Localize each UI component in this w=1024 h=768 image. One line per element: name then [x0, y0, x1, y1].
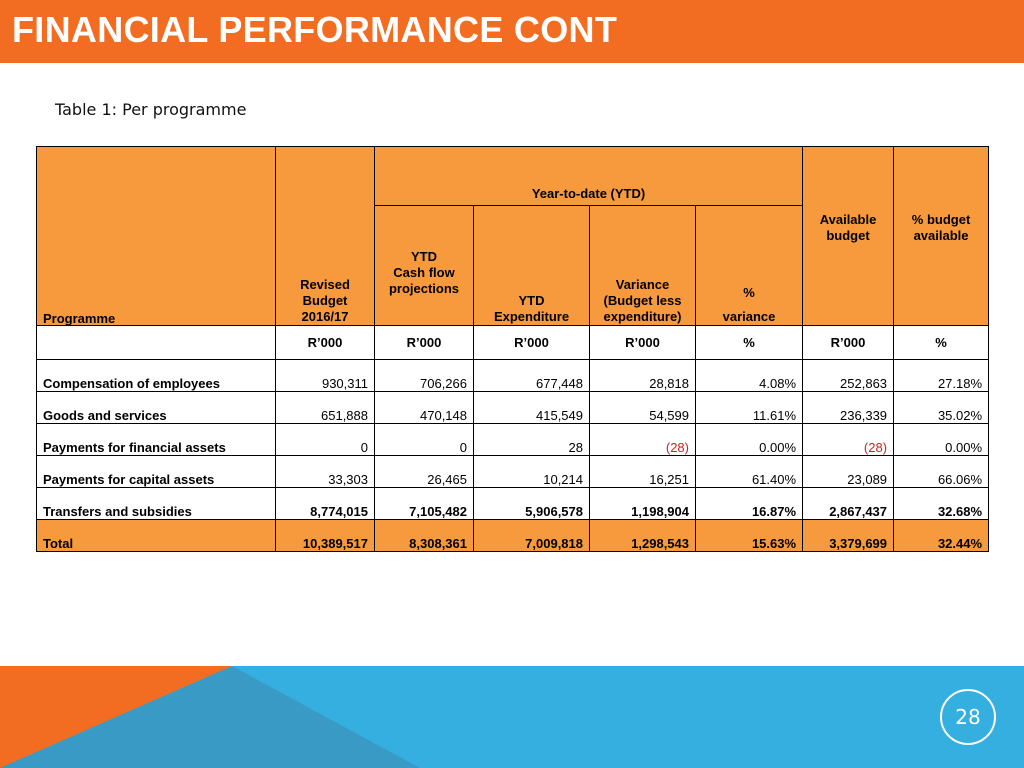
pct-variance-cell: 61.40%	[694, 455, 804, 488]
ytd-cash-flow-cell: 7,105,482	[374, 487, 474, 520]
revised-budget-cell: 651,888	[275, 391, 375, 424]
available-budget-cell: 23,089	[802, 455, 895, 488]
variance-cell: 16,251	[589, 455, 696, 488]
revised-budget-cell: 8,774,015	[275, 487, 375, 520]
footer-shade-shape	[0, 666, 420, 768]
ytd-cash-flow-cell: 470,148	[374, 391, 474, 424]
unit-cell: R’000	[275, 325, 375, 360]
table-row: Goods and services 651,888 470,148 415,5…	[36, 391, 990, 424]
ytd-cash-flow-cell: 706,266	[374, 359, 474, 392]
header-text: Expenditure	[493, 309, 570, 324]
programme-cell: Payments for capital assets	[36, 455, 276, 488]
programme-cell: Compensation of employees	[36, 359, 276, 392]
ytd-expenditure-cell: 10,214	[473, 455, 590, 488]
header-ytd-cash-flow: YTD Cash flow projections	[374, 205, 474, 326]
header-text: Cash flow	[393, 264, 455, 280]
total-row: Total 10,389,517 8,308,361 7,009,818 1,2…	[36, 519, 990, 552]
header-text: YTD	[411, 248, 437, 264]
revised-budget-cell: 10,389,517	[275, 519, 375, 552]
unit-cell: R’000	[589, 325, 696, 360]
pct-budget-available-cell: 32.44%	[893, 519, 990, 552]
available-budget-cell: 3,379,699	[802, 519, 895, 552]
available-budget-cell: (28)	[802, 423, 895, 456]
table-row: Transfers and subsidies 8,774,015 7,105,…	[36, 487, 990, 520]
header-ytd-group: Year-to-date (YTD)	[373, 146, 804, 206]
units-row: R’000 R’000 R’000 R’000 % R’000 %	[36, 325, 990, 360]
pct-budget-available-cell: 66.06%	[893, 455, 990, 488]
header-text: %	[743, 285, 755, 300]
header-text: % budget	[911, 212, 971, 227]
header-text: YTD	[518, 293, 545, 308]
header-ytd-expenditure: YTD Expenditure	[473, 205, 590, 326]
table-caption: Table 1: Per programme	[55, 100, 247, 119]
programme-cell: Total	[36, 519, 276, 552]
header-text: Budget	[302, 293, 348, 308]
ytd-expenditure-cell: 5,906,578	[473, 487, 590, 520]
header-programme-label: Programme	[43, 311, 116, 326]
programme-cell: Goods and services	[36, 391, 276, 424]
pct-budget-available-cell: 27.18%	[893, 359, 990, 392]
programme-cell: Transfers and subsidies	[36, 487, 276, 520]
pct-variance-cell: 11.61%	[694, 391, 804, 424]
header-text: available	[913, 228, 969, 243]
header-text: variance	[722, 309, 776, 324]
header-text: (Budget less	[603, 293, 682, 308]
variance-cell: (28)	[589, 423, 696, 456]
variance-cell: 1,298,543	[589, 519, 696, 552]
revised-budget-cell: 930,311	[275, 359, 375, 392]
table-row: Payments for capital assets 33,303 26,46…	[36, 455, 990, 488]
pct-variance-cell: 4.08%	[694, 359, 804, 392]
header-programme: Programme	[36, 146, 276, 326]
ytd-expenditure-cell: 28	[473, 423, 590, 456]
unit-cell: R’000	[473, 325, 590, 360]
title-bar: FINANCIAL PERFORMANCE CONT	[0, 0, 1024, 63]
programme-cell: Payments for financial assets	[36, 423, 276, 456]
header-text: 2016/17	[301, 309, 349, 324]
ytd-cash-flow-cell: 8,308,361	[374, 519, 474, 552]
available-budget-cell: 252,863	[802, 359, 895, 392]
revised-budget-cell: 33,303	[275, 455, 375, 488]
header-text: projections	[388, 280, 460, 296]
header-text: Year-to-date (YTD)	[531, 186, 646, 201]
header-revised-budget: Revised Budget 2016/17	[275, 146, 375, 326]
available-budget-cell: 236,339	[802, 391, 895, 424]
unit-cell: %	[694, 325, 804, 360]
pct-budget-available-cell: 35.02%	[893, 391, 990, 424]
header-available-budget: Available budget	[802, 146, 895, 326]
ytd-expenditure-cell: 415,549	[473, 391, 590, 424]
programme-table: Programme Revised Budget 2016/17 Year-to…	[36, 146, 990, 552]
unit-cell: R’000	[374, 325, 474, 360]
variance-cell: 1,198,904	[589, 487, 696, 520]
unit-cell	[36, 325, 276, 360]
pct-budget-available-cell: 32.68%	[893, 487, 990, 520]
slide-title: FINANCIAL PERFORMANCE CONT	[12, 9, 618, 50]
revised-budget-cell: 0	[275, 423, 375, 456]
ytd-cash-flow-cell: 26,465	[374, 455, 474, 488]
ytd-cash-flow-cell: 0	[374, 423, 474, 456]
header-pct-variance: % variance	[694, 205, 804, 326]
pct-variance-cell: 15.63%	[694, 519, 804, 552]
available-budget-cell: 2,867,437	[802, 487, 895, 520]
header-variance: Variance (Budget less expenditure)	[589, 205, 696, 326]
page-number-badge: 28	[940, 689, 996, 745]
variance-cell: 28,818	[589, 359, 696, 392]
header-text: Revised	[300, 277, 350, 292]
header-text: Variance	[615, 277, 670, 292]
pct-variance-cell: 0.00%	[694, 423, 804, 456]
pct-variance-cell: 16.87%	[694, 487, 804, 520]
table-row: Payments for financial assets 0 0 28 (28…	[36, 423, 990, 456]
header-text: Available	[819, 212, 877, 227]
variance-cell: 54,599	[589, 391, 696, 424]
header-text: budget	[826, 228, 870, 243]
header-pct-budget-available: % budget available	[893, 146, 990, 326]
table-row: Compensation of employees 930,311 706,26…	[36, 359, 990, 392]
unit-cell: R’000	[802, 325, 895, 360]
ytd-expenditure-cell: 7,009,818	[473, 519, 590, 552]
unit-cell: %	[893, 325, 990, 360]
header-text: expenditure)	[603, 309, 682, 324]
ytd-expenditure-cell: 677,448	[473, 359, 590, 392]
pct-budget-available-cell: 0.00%	[893, 423, 990, 456]
